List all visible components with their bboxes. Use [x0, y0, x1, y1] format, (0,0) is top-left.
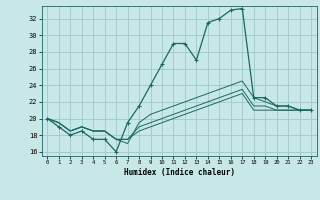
X-axis label: Humidex (Indice chaleur): Humidex (Indice chaleur) — [124, 168, 235, 177]
